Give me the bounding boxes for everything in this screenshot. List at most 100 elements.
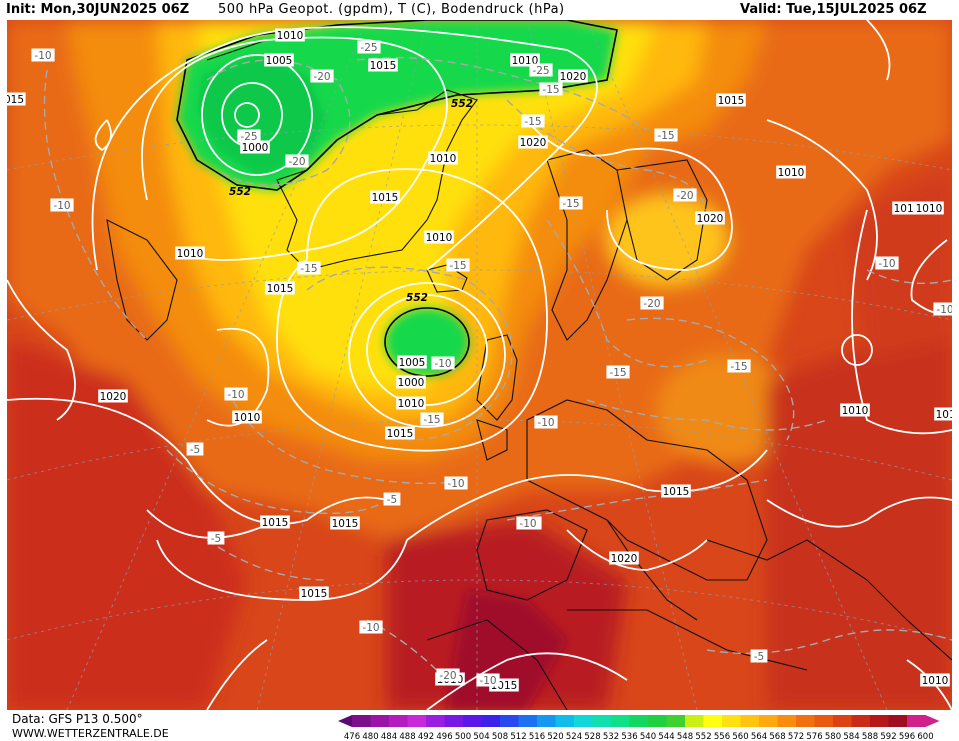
isobar-label-text: 1010 xyxy=(778,167,805,179)
isobar-label: 1010 xyxy=(424,230,454,244)
isobar-label: 1005 xyxy=(264,53,294,67)
temp-label-text: -15 xyxy=(657,130,674,142)
isobar-label-text: 1010 xyxy=(234,412,261,424)
temp-label-box xyxy=(875,256,899,270)
isobar-label-box xyxy=(275,28,305,42)
temp-label-text: -20 xyxy=(288,156,305,168)
isobar-label-text: 1010 xyxy=(916,203,943,215)
temp-label: -5 xyxy=(186,442,204,456)
scale-tick-label: 508 xyxy=(492,732,508,741)
isobar-label-text: 1010 xyxy=(922,675,949,687)
temp-label: -10 xyxy=(534,415,558,429)
temp-label-box xyxy=(529,63,553,77)
temp-label: -15 xyxy=(654,128,678,142)
temp-label-box xyxy=(534,415,558,429)
scale-tick-label: 556 xyxy=(714,732,730,741)
chart-header: Init: Mon,30JUN2025 06Z 500 hPa Geopot. … xyxy=(0,0,959,20)
temp-label-box xyxy=(606,365,630,379)
isobar-label-box xyxy=(920,673,950,687)
temp-label-text: -15 xyxy=(449,260,466,272)
isobar-label-box xyxy=(264,53,294,67)
isobar-label-text: 1020 xyxy=(697,213,724,225)
temp-label: -15 xyxy=(606,365,630,379)
scale-cell xyxy=(685,715,704,727)
isobar-label-box xyxy=(265,281,295,295)
scale-cell xyxy=(370,715,389,727)
isobar-label: 1015 xyxy=(265,281,295,295)
scale-cell xyxy=(611,715,630,727)
scale-tick-label: 480 xyxy=(362,732,378,741)
isobar-label-box xyxy=(518,135,548,149)
temp-label: -5 xyxy=(750,649,768,663)
isobar-label-text: 1000 xyxy=(398,377,425,389)
temp-label-box xyxy=(933,302,952,316)
scale-cell xyxy=(481,715,500,727)
scale-tick-label: 492 xyxy=(418,732,434,741)
scale-cell xyxy=(407,715,426,727)
temp-label-box xyxy=(207,531,225,545)
temp-label-text: -10 xyxy=(537,417,554,429)
temp-label-box xyxy=(640,296,664,310)
isobar-label-text: 1015 xyxy=(663,486,690,498)
temp-label-text: -5 xyxy=(387,494,397,506)
isobar-label-box xyxy=(232,410,262,424)
isobar-label: 1010 xyxy=(175,246,205,260)
scale-tick-label: 560 xyxy=(732,732,748,741)
temp-label: -15 xyxy=(446,258,470,272)
temp-label: -5 xyxy=(207,531,225,545)
isotherm-lines xyxy=(43,56,952,681)
scale-tick-label: 532 xyxy=(603,732,619,741)
temp-label-box xyxy=(539,82,563,96)
temp-label: -10 xyxy=(31,48,55,62)
isobar-label-text: 1015 xyxy=(894,203,921,215)
isobar-label: 1020 xyxy=(518,135,548,149)
height-label-text: 552 xyxy=(451,98,473,110)
scale-arrow-left xyxy=(338,715,352,727)
scale-cell xyxy=(796,715,815,727)
temp-label-text: -10 xyxy=(447,478,464,490)
height-label: 552 xyxy=(451,98,473,110)
isobar-label-text: 1015 xyxy=(718,95,745,107)
temp-label: -10 xyxy=(431,356,455,370)
data-source-label: Data: GFS P13 0.500° xyxy=(12,712,143,726)
isobar-label-box xyxy=(299,586,329,600)
temp-label-text: -20 xyxy=(643,298,660,310)
isobar-label-text: 1015 xyxy=(301,588,328,600)
isobar-label-box xyxy=(424,230,454,244)
isobar-label-box xyxy=(396,396,426,410)
height-label-text: 552 xyxy=(406,292,428,304)
scale-tick-label: 596 xyxy=(899,732,915,741)
scale-cell xyxy=(629,715,648,727)
isobar-label-text: 1005 xyxy=(266,55,293,67)
temp-label: -20 xyxy=(673,188,697,202)
temp-label: -15 xyxy=(559,196,583,210)
scale-cell xyxy=(592,715,611,727)
isobar-label-text: 015 xyxy=(7,94,24,106)
isobar-label: 1015 xyxy=(299,586,329,600)
isobar-label-text: 1015 xyxy=(262,517,289,529)
temp-label-box xyxy=(476,673,500,687)
scale-cell xyxy=(759,715,778,727)
temp-label-text: -20 xyxy=(676,190,693,202)
geopotential-fill xyxy=(7,20,952,710)
scale-cell xyxy=(722,715,741,727)
temp-label-box xyxy=(654,128,678,142)
isobar-label-text: 1010 xyxy=(398,398,425,410)
isobar-label: 1010 xyxy=(840,403,870,417)
scale-tick-label: 568 xyxy=(769,732,785,741)
temp-label-box xyxy=(750,649,768,663)
isobar-label-text: 1010 xyxy=(430,153,457,165)
scale-tick-label: 536 xyxy=(621,732,637,741)
scale-cell xyxy=(463,715,482,727)
scale-tick-label: 552 xyxy=(695,732,711,741)
temp-label-text: -10 xyxy=(479,675,496,687)
isobar-label-box xyxy=(661,484,691,498)
temp-label-text: -25 xyxy=(360,42,377,54)
temp-label-text: -10 xyxy=(362,622,379,634)
isobar-label-text: 1020 xyxy=(560,71,587,83)
temp-label-text: -15 xyxy=(423,414,440,426)
isobar-label: 1015 xyxy=(370,190,400,204)
temp-label-text: -25 xyxy=(240,131,257,143)
isobar-label: 1010 xyxy=(232,410,262,424)
isobar-label-box xyxy=(428,151,458,165)
